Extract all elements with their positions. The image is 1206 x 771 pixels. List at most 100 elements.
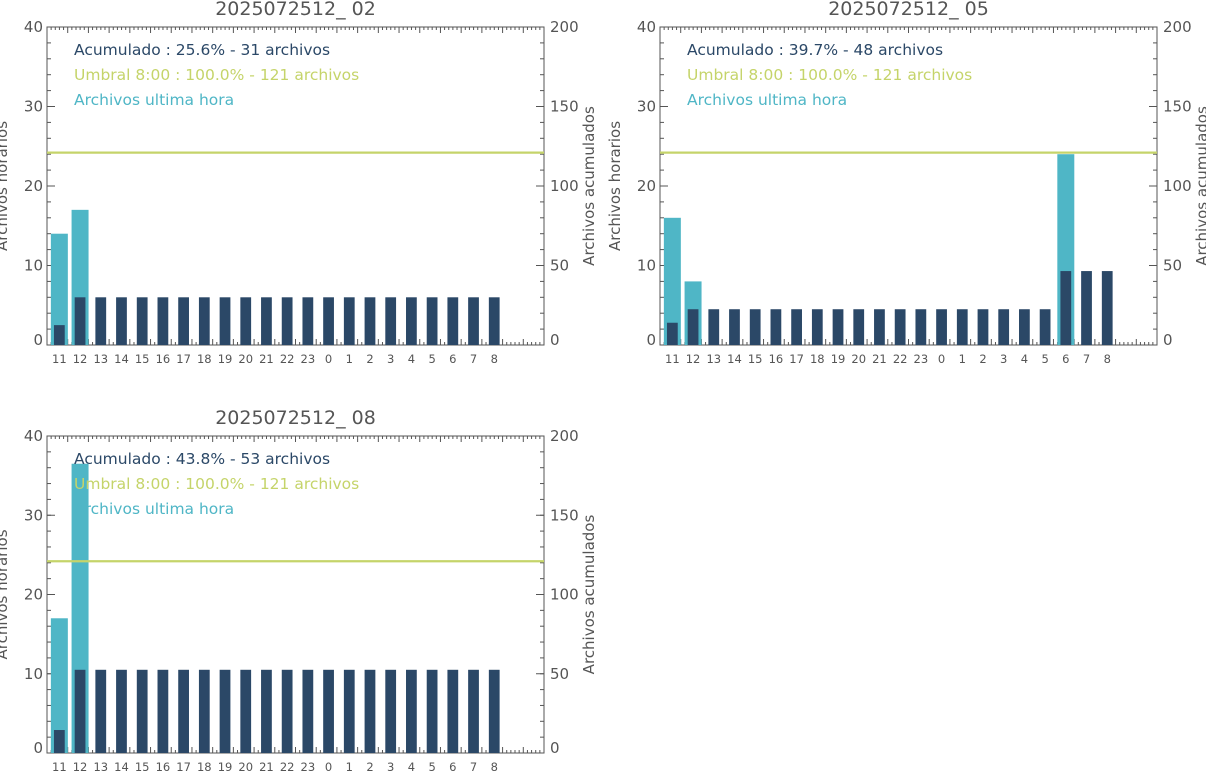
- cumulative-bar: [178, 297, 189, 345]
- x-tick-label: 20: [238, 352, 253, 366]
- cumulative-bar: [323, 669, 334, 753]
- cumulative-bar: [53, 325, 65, 345]
- x-tick-label: 1: [346, 352, 353, 366]
- x-tick-label: 14: [114, 760, 129, 771]
- y-tick-label: 30: [24, 98, 43, 116]
- cumulative-bar: [447, 297, 459, 345]
- y2-tick-label: 0: [1163, 331, 1173, 349]
- y-tick-label: 0: [33, 739, 43, 757]
- x-tick-label: 15: [748, 352, 763, 366]
- y2-tick-label: 150: [550, 98, 579, 116]
- legend-entry: Acumulado : 39.7% - 48 archivos: [687, 41, 943, 59]
- cumulative-bar: [1101, 271, 1113, 345]
- cumulative-bar: [343, 669, 355, 753]
- x-tick-label: 7: [470, 352, 477, 366]
- cumulative-bar: [261, 297, 272, 345]
- chart-title: 2025072512_ 05: [828, 0, 989, 20]
- y-tick-label: 10: [637, 257, 656, 275]
- cumulative-bar: [832, 309, 844, 345]
- x-tick-label: 15: [135, 352, 150, 366]
- y2-tick-label: 50: [550, 257, 569, 275]
- x-tick-label: 13: [93, 760, 108, 771]
- y2-tick-label: 150: [1163, 98, 1192, 116]
- y2-tick-label: 0: [550, 331, 560, 349]
- x-tick-label: 8: [491, 352, 498, 366]
- cumulative-bar: [157, 669, 169, 753]
- cumulative-bar: [219, 669, 231, 753]
- cumulative-bar: [136, 669, 148, 753]
- y2-axis-label: Archivos acumulados: [580, 515, 598, 675]
- y-tick-label: 30: [637, 98, 656, 116]
- cumulative-bar: [1039, 309, 1051, 345]
- x-tick-label: 18: [810, 352, 825, 366]
- x-tick-label: 5: [428, 760, 435, 771]
- cumulative-bar: [323, 297, 334, 345]
- y2-tick-label: 50: [550, 665, 569, 683]
- cumulative-bar: [811, 309, 823, 345]
- x-tick-label: 14: [727, 352, 742, 366]
- cumulative-bar: [708, 309, 720, 345]
- y-tick-label: 30: [24, 506, 43, 524]
- x-tick-label: 3: [387, 760, 394, 771]
- cumulative-bar: [53, 730, 65, 753]
- x-tick-label: 6: [1062, 352, 1069, 366]
- x-tick-label: 15: [135, 760, 150, 771]
- cumulative-bar: [447, 669, 459, 753]
- y-tick-label: 40: [24, 18, 43, 36]
- x-tick-label: 2: [366, 352, 373, 366]
- x-tick-label: 7: [1083, 352, 1090, 366]
- cumulative-bar: [281, 297, 293, 345]
- hourly-bar: [50, 618, 68, 753]
- x-tick-label: 0: [938, 352, 945, 366]
- cumulative-bar: [343, 297, 355, 345]
- y2-tick-label: 100: [550, 586, 579, 604]
- cumulative-bar: [687, 309, 699, 345]
- x-tick-label: 8: [1104, 352, 1111, 366]
- x-tick-label: 21: [872, 352, 887, 366]
- cumulative-bar: [74, 669, 86, 753]
- chart-title: 2025072512_ 08: [215, 407, 376, 429]
- legend-entry: Archivos ultima hora: [74, 91, 234, 109]
- cumulative-bar: [406, 669, 417, 753]
- cumulative-bar: [894, 309, 906, 345]
- cumulative-bar: [198, 669, 210, 753]
- cumulative-bar: [74, 297, 86, 345]
- y2-tick-label: 150: [550, 506, 579, 524]
- cumulative-bar: [874, 309, 885, 345]
- cumulative-bar: [178, 669, 189, 753]
- x-tick-label: 22: [280, 352, 295, 366]
- cumulative-bar: [116, 669, 127, 753]
- x-tick-label: 19: [831, 352, 846, 366]
- y2-tick-label: 100: [550, 177, 579, 195]
- cumulative-bar: [488, 669, 500, 753]
- x-tick-label: 17: [176, 760, 191, 771]
- x-tick-label: 23: [914, 352, 929, 366]
- x-tick-label: 0: [325, 760, 332, 771]
- cumulative-bar: [406, 297, 417, 345]
- cumulative-bar: [95, 297, 107, 345]
- x-tick-label: 12: [73, 352, 88, 366]
- x-tick-label: 3: [1000, 352, 1007, 366]
- cumulative-bar: [468, 669, 479, 753]
- x-tick-label: 11: [52, 760, 67, 771]
- cumulative-bar: [302, 669, 314, 753]
- cumulative-bar: [468, 297, 479, 345]
- cumulative-bar: [749, 309, 761, 345]
- x-tick-label: 4: [408, 760, 415, 771]
- y-tick-label: 0: [33, 331, 43, 349]
- cumulative-bar: [770, 309, 782, 345]
- cumulative-bar: [116, 297, 127, 345]
- y2-tick-label: 200: [550, 18, 579, 36]
- x-tick-label: 17: [789, 352, 804, 366]
- x-tick-label: 2: [366, 760, 373, 771]
- x-tick-label: 0: [325, 352, 332, 366]
- y-tick-label: 20: [637, 177, 656, 195]
- y2-axis-label: Archivos acumulados: [580, 106, 598, 266]
- x-tick-label: 3: [387, 352, 394, 366]
- cumulative-bar: [385, 669, 397, 753]
- x-tick-label: 17: [176, 352, 191, 366]
- chart-title: 2025072512_ 02: [215, 0, 376, 20]
- cumulative-bar: [915, 309, 927, 345]
- cumulative-bar: [666, 322, 678, 345]
- cumulative-bar: [488, 297, 500, 345]
